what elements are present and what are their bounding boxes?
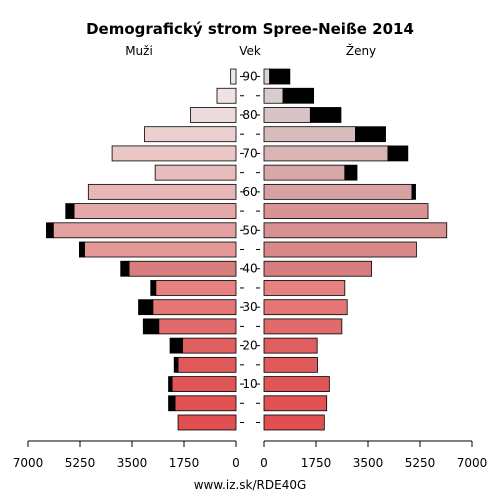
bar-male-45-49: [84, 241, 237, 258]
age-tick-label: 40: [242, 262, 257, 276]
bar-female-65-69: [263, 164, 346, 181]
x-tick-label-right: 0: [260, 456, 268, 470]
bar-female-10-14: [263, 376, 330, 392]
x-tick-label-right: 7000: [457, 456, 488, 470]
bar-male-20-24: [182, 337, 237, 354]
bar-female-0-4: [263, 414, 325, 431]
bar-female-70-74: [263, 145, 389, 162]
bar-female-55-59: [263, 203, 429, 219]
excess-male-30-34: [138, 299, 154, 316]
x-tick-label-left: 3500: [117, 456, 148, 470]
age-tick-label: 90: [242, 70, 257, 84]
excess-male-40-44: [120, 260, 130, 277]
age-tick-label: 20: [242, 339, 257, 353]
bar-female-30-34: [263, 299, 348, 316]
bar-female-15-19: [263, 356, 318, 373]
x-tick-label-right: 5250: [405, 456, 436, 470]
bar-female-40-44: [263, 260, 372, 277]
bar-male-15-19: [177, 356, 237, 373]
bar-male-10-14: [171, 376, 237, 392]
excess-male-10-14: [168, 376, 173, 392]
excess-male-55-59: [65, 203, 75, 219]
excess-male-25-29: [142, 318, 160, 335]
age-tick-label: 30: [242, 300, 257, 314]
bar-male-60-64: [87, 183, 237, 200]
excess-female-85-89: [282, 87, 315, 104]
x-tick-label-left: 5250: [65, 456, 96, 470]
age-tick-label: 70: [242, 146, 257, 160]
bar-female-85-89: [263, 87, 284, 104]
age-tick-label: 60: [242, 185, 257, 199]
bar-male-80-84: [190, 107, 237, 123]
excess-male-35-39: [150, 280, 157, 296]
bars-group: [46, 68, 448, 431]
bar-female-5-9: [263, 395, 328, 412]
bar-female-25-29: [263, 318, 343, 335]
x-tick-label-left: 1750: [169, 456, 200, 470]
excess-female-60-64: [411, 183, 416, 200]
excess-male-15-19: [173, 356, 179, 373]
bar-male-65-69: [154, 164, 237, 181]
bar-male-75-79: [144, 126, 237, 143]
axes-group: 10 20 30 40 50 60 70 80 90 7000 5250 3500 1750 0 0 1750…: [13, 70, 488, 470]
chart-title: Demografický strom Spree-Neiße 2014: [86, 20, 414, 38]
excess-female-75-79: [355, 126, 386, 143]
bar-female-20-24: [263, 337, 318, 354]
bar-male-0-4: [177, 414, 237, 431]
x-tick-label-right: 1750: [301, 456, 332, 470]
age-tick-label: 80: [242, 108, 257, 122]
left-label: Muži: [125, 44, 153, 58]
excess-male-45-49: [79, 241, 85, 258]
center-label: Vek: [239, 44, 261, 58]
bar-male-70-74: [111, 145, 237, 162]
excess-male-20-24: [169, 337, 183, 354]
bar-male-85-89: [216, 87, 237, 104]
bar-male-25-29: [158, 318, 237, 335]
footer-url: www.iz.sk/RDE40G: [194, 478, 307, 492]
bar-male-40-44: [128, 260, 237, 277]
x-tick-label-right: 3500: [353, 456, 384, 470]
right-label: Ženy: [346, 43, 376, 58]
bar-male-55-59: [73, 203, 237, 219]
excess-female-70-74: [387, 145, 409, 162]
excess-female-80-84: [309, 107, 342, 123]
x-tick-label-left: 0: [232, 456, 240, 470]
bar-male-5-9: [174, 395, 237, 412]
x-tick-label-left: 7000: [13, 456, 44, 470]
bar-female-90+: [263, 68, 271, 85]
bar-male-35-39: [155, 280, 237, 296]
bar-female-80-84: [263, 107, 311, 123]
bar-male-50-54: [52, 222, 237, 239]
excess-male-5-9: [168, 395, 176, 412]
age-tick-label: 50: [242, 223, 257, 237]
bar-female-35-39: [263, 280, 346, 296]
bar-male-30-34: [152, 299, 237, 316]
bar-female-50-54: [263, 222, 448, 239]
excess-female-65-69: [344, 164, 358, 181]
bar-female-75-79: [263, 126, 356, 143]
bar-female-45-49: [263, 241, 417, 258]
bar-female-60-64: [263, 183, 413, 200]
age-tick-label: 10: [242, 377, 257, 391]
bar-male-90+: [230, 68, 237, 85]
excess-male-50-54: [46, 222, 54, 239]
excess-female-90+: [269, 68, 291, 85]
